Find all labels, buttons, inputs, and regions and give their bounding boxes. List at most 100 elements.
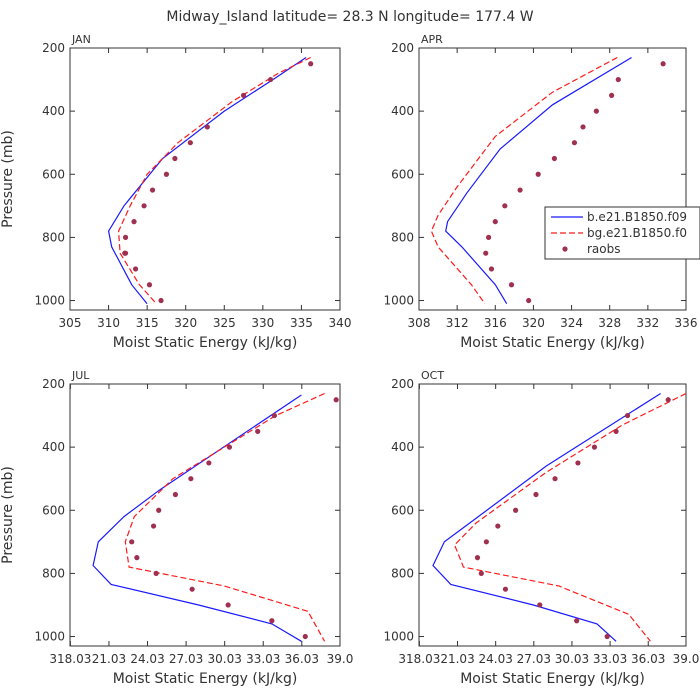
- panel-label: APR: [421, 33, 443, 46]
- y-tick-label: 200: [391, 41, 414, 55]
- legend-marker-dot: [562, 246, 568, 252]
- y-tick-label: 400: [391, 440, 414, 454]
- y-tick-label: 800: [391, 566, 414, 580]
- raobs-point: [149, 187, 156, 193]
- raobs-point: [158, 297, 164, 304]
- raobs-point: [226, 444, 233, 450]
- raobs-point: [526, 297, 532, 304]
- x-axis-label: Moist Static Energy (kJ/kg): [113, 335, 298, 351]
- x-tick-label: 30.03: [555, 652, 589, 666]
- raobs-point: [189, 586, 195, 592]
- raobs-point: [132, 266, 139, 272]
- x-axis-label: Moist Static Energy (kJ/kg): [113, 671, 298, 687]
- y-tick-label: 1000: [34, 294, 65, 308]
- raobs-point: [488, 266, 495, 272]
- plot-area: [430, 56, 666, 305]
- y-tick-label: 200: [42, 377, 65, 391]
- raobs-point: [615, 76, 621, 83]
- raobs-point: [308, 61, 314, 67]
- raobs-point: [517, 187, 523, 193]
- x-tick-label: 336: [675, 316, 698, 330]
- raobs-point: [537, 602, 543, 608]
- x-tick-label: 328: [598, 316, 621, 330]
- x-tick-label: 24.03: [130, 652, 164, 666]
- raobs-point: [593, 108, 599, 114]
- raobs-point: [187, 140, 193, 146]
- x-tick-label: 308: [408, 316, 431, 330]
- x-tick-label: 39.0: [673, 652, 700, 666]
- panel-jan: JAN 305 310 315 320 325 330 335 340 200 400 600 800 1…: [0, 33, 351, 351]
- raobs-point: [271, 412, 278, 419]
- raobs-point: [269, 618, 275, 624]
- raobs-point: [150, 523, 157, 529]
- legend-entry-label: bg.e21.B1850.f0: [587, 226, 687, 240]
- raobs-point: [204, 124, 210, 130]
- raobs-point: [552, 476, 558, 482]
- raobs-point: [122, 234, 129, 240]
- solid-series-line: [92, 394, 302, 642]
- y-tick-label: 600: [42, 167, 65, 181]
- raobs-point: [483, 539, 489, 545]
- raobs-point: [172, 155, 178, 162]
- raobs-point: [240, 92, 247, 98]
- raobs-point: [624, 412, 631, 419]
- x-tick-label: 36.03: [285, 652, 319, 666]
- y-tick-label: 800: [391, 230, 414, 244]
- panel-oct: OCT 318.03 21.03 24.03 27.03 30.03 33.03 36.03 3…: [383, 369, 699, 687]
- x-tick-label: 318.03: [49, 652, 91, 666]
- figure-title: Midway_Island latitude= 28.3 N longitude…: [166, 9, 533, 25]
- x-tick-label: 39.0: [327, 652, 354, 666]
- raobs-point: [508, 282, 515, 288]
- raobs-point: [478, 570, 484, 576]
- y-axis-label: Pressure (mb): [0, 466, 16, 564]
- plot-area: [432, 392, 686, 642]
- x-tick-label: 320: [522, 316, 545, 330]
- raobs-point: [255, 428, 261, 434]
- y-tick-label: 200: [391, 377, 414, 391]
- y-tick-label: 1000: [383, 630, 414, 644]
- y-tick-label: 400: [42, 440, 65, 454]
- raobs-point: [613, 428, 619, 434]
- raobs-point: [591, 444, 598, 450]
- dashed-series-line: [453, 392, 686, 642]
- x-tick-label: 330: [251, 316, 274, 330]
- x-tick-label: 33.03: [593, 652, 627, 666]
- y-tick-label: 800: [42, 566, 65, 580]
- panel-label: JUL: [71, 369, 90, 382]
- y-tick-label: 600: [42, 503, 65, 517]
- legend-entry-label: b.e21.B1850.f09: [587, 210, 687, 224]
- raobs-point: [502, 203, 508, 209]
- plot-frame: [69, 383, 341, 647]
- raobs-point: [551, 155, 558, 162]
- dashed-series-line: [124, 392, 326, 642]
- raobs-point: [513, 507, 519, 513]
- x-tick-label: 320: [174, 316, 197, 330]
- x-tick-label: 325: [213, 316, 236, 330]
- raobs-point: [302, 633, 308, 640]
- raobs-point: [533, 491, 539, 498]
- solid-series-line: [107, 57, 307, 305]
- raobs-point: [172, 491, 179, 498]
- raobs-point: [574, 618, 580, 624]
- y-tick-label: 600: [391, 167, 414, 181]
- plot-frame: [418, 47, 687, 311]
- legend-entry-label: raobs: [587, 242, 621, 256]
- raobs-point: [163, 171, 170, 177]
- y-tick-label: 200: [42, 41, 65, 55]
- x-tick-label: 27.03: [517, 652, 551, 666]
- raobs-point: [495, 523, 501, 529]
- x-tick-label: 318.03: [398, 652, 440, 666]
- x-tick-label: 335: [290, 316, 313, 330]
- solid-series-line: [445, 56, 632, 305]
- x-axis-label: Moist Static Energy (kJ/kg): [460, 335, 645, 351]
- raobs-point: [665, 397, 671, 403]
- x-tick-label: 36.03: [631, 652, 665, 666]
- y-tick-label: 1000: [383, 294, 414, 308]
- x-tick-label: 312: [446, 316, 469, 330]
- x-tick-label: 27.03: [169, 652, 203, 666]
- raobs-point: [188, 476, 194, 482]
- dashed-series-line: [430, 56, 618, 305]
- y-tick-label: 1000: [34, 630, 65, 644]
- y-tick-label: 400: [391, 104, 414, 118]
- raobs-point: [129, 539, 135, 545]
